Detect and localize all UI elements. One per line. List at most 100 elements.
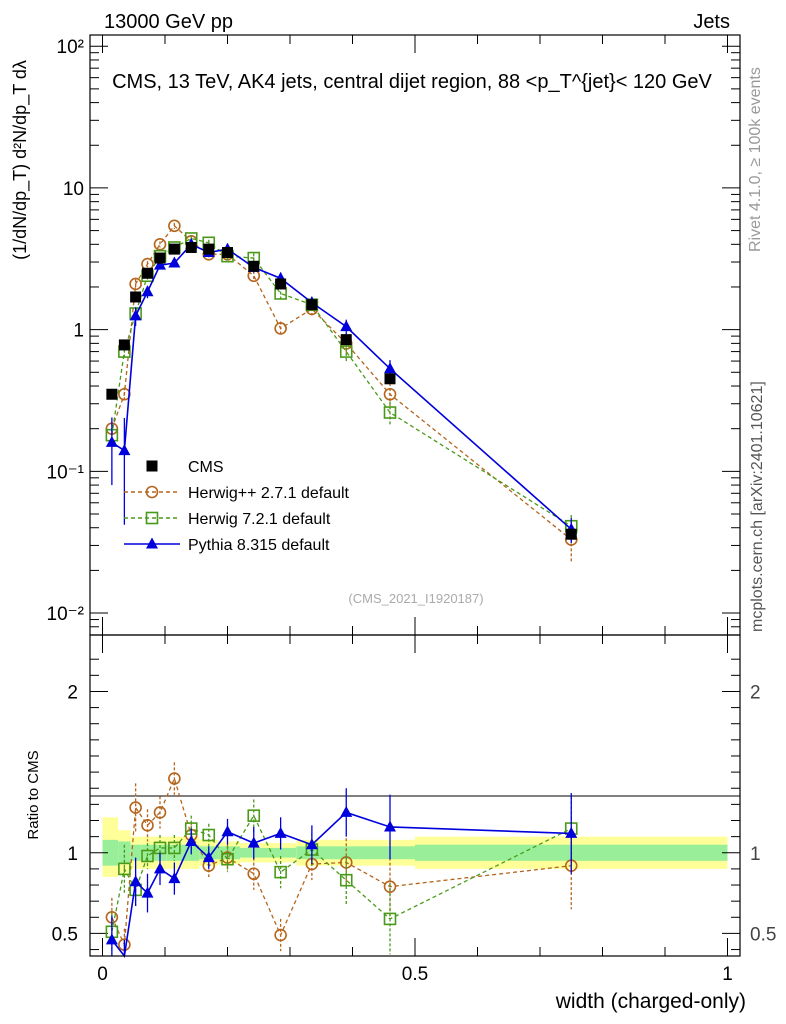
- ratio-inner-band: [130, 844, 142, 861]
- main-axis-ticks: 10⁻² 10⁻¹ 1 10 10²: [47, 35, 740, 636]
- legend-label: Herwig++ 2.7.1 default: [188, 485, 350, 502]
- legend-marker: [145, 511, 159, 525]
- legend: CMS Herwig++ 2.7.1 default Herwig 7.2.1 de…: [124, 459, 350, 554]
- main-y-tick-label: 10: [63, 179, 84, 200]
- data-point: [565, 528, 577, 540]
- main-chart-title: CMS, 13 TeV, AK4 jets, central dijet reg…: [112, 71, 712, 93]
- data-point: [153, 238, 167, 251]
- ratio-data-point: [118, 862, 131, 876]
- ratio-data-point: [168, 872, 181, 884]
- legend-marker: [146, 537, 158, 549]
- data-point: [142, 267, 153, 279]
- ratio-inner-band: [327, 846, 365, 860]
- data-point: [168, 243, 180, 255]
- main-y-tick-label: 10²: [57, 37, 84, 58]
- main-y-tick-label: 10⁻²: [47, 604, 85, 625]
- ratio-data-point: [247, 836, 260, 848]
- ratio-data-point: [247, 809, 261, 822]
- main-plot-panel: 10⁻² 10⁻¹ 1 10 10² CMS, 13 TeV, AK4 jets, ce…: [10, 34, 741, 636]
- ratio-inner-band: [141, 844, 154, 861]
- data-point: [129, 277, 142, 291]
- ratio-data-point: [274, 928, 287, 942]
- ratio-inner-band: [118, 841, 131, 865]
- ratio-inner-band: [268, 847, 297, 858]
- ratio-data-point: [141, 819, 154, 832]
- data-point: [154, 258, 166, 270]
- ratio-series-pythia-8-315-default: [105, 788, 578, 958]
- main-y-axis-label: (1/dN/dp_T) d²N/dp_T dλ: [10, 60, 31, 260]
- legend-marker: [146, 460, 158, 472]
- ratio-data-point: [221, 825, 234, 837]
- ratio-data-point: [565, 826, 578, 838]
- data-point: [306, 299, 318, 311]
- ratio-y-tick-label: 1: [67, 844, 78, 865]
- ratio-data-point: [339, 873, 353, 887]
- ratio-y-tick-label: 2: [67, 682, 78, 703]
- x-tick-label: 1: [722, 964, 733, 985]
- analysis-id-label: (CMS_2021_I1920187): [348, 591, 483, 606]
- ratio-data-point: [384, 820, 396, 832]
- data-point: [222, 247, 233, 259]
- ratio-data-point: [247, 867, 261, 881]
- data-point: [275, 278, 287, 290]
- ratio-data-point: [202, 851, 215, 863]
- main-y-tick-label: 10⁻¹: [47, 462, 85, 483]
- data-point: [203, 243, 215, 255]
- data-point: [248, 260, 260, 272]
- ratio-data-point: [168, 772, 181, 785]
- ratio-data-point: [305, 838, 318, 850]
- data-point: [384, 362, 396, 374]
- main-series-group: [105, 219, 578, 562]
- ratio-series-line: [111, 811, 572, 958]
- data-point: [339, 345, 353, 358]
- rivet-version-label: Rivet 4.1.0, ≥ 100k events: [747, 67, 764, 252]
- ratio-data-point: [274, 865, 287, 879]
- data-point: [141, 285, 154, 297]
- data-point: [106, 388, 118, 400]
- ratio-y-axis-label: Ratio to CMS: [25, 750, 42, 839]
- data-point: [168, 219, 181, 233]
- data-point: [105, 435, 118, 447]
- data-point: [384, 373, 396, 385]
- legend-label: Herwig 7.2.1 default: [188, 511, 331, 528]
- legend-label: Pythia 8.315 default: [188, 537, 330, 554]
- ratio-data-point: [168, 841, 181, 855]
- ratio-series-group: [105, 762, 578, 958]
- x-tick-label: 0: [97, 964, 108, 985]
- data-point: [130, 291, 142, 303]
- legend-label: CMS: [188, 459, 224, 476]
- ratio-data-point: [129, 875, 142, 887]
- ratio-data-point: [154, 862, 166, 874]
- ratio-data-point: [202, 828, 216, 842]
- main-series-cms: [106, 241, 577, 540]
- ratio-data-point: [383, 912, 397, 926]
- ratio-plot-panel: 0 0.5 1 0.5 0.5 1 1 2 2 Ratio to CMS width (char…: [25, 634, 776, 1013]
- ratio-data-point: [141, 849, 154, 863]
- ratio-data-point: [340, 805, 353, 817]
- ratio-data-point: [105, 933, 118, 945]
- data-point: [274, 322, 287, 335]
- ratio-data-point: [153, 806, 167, 819]
- ratio-y-tick-label: 0.5: [52, 924, 78, 945]
- data-point: [129, 309, 142, 321]
- x-axis-label: width (charged-only): [555, 990, 746, 1013]
- ratio-y-tick-label-right: 0.5: [750, 924, 776, 945]
- main-y-tick-label: 1: [73, 321, 84, 342]
- ratio-series-herwig-7-2-1-default: [105, 796, 578, 955]
- data-point: [118, 339, 130, 351]
- data-point: [154, 252, 166, 264]
- legend-marker: [145, 485, 159, 499]
- ratio-data-point: [129, 801, 142, 814]
- data-point: [168, 256, 181, 268]
- header-category: Jets: [693, 11, 730, 33]
- data-point: [340, 320, 353, 332]
- x-tick-label: 0.5: [402, 964, 428, 985]
- series-line: [111, 237, 572, 527]
- ratio-axis-ticks: 0 0.5 1 0.5 0.5 1 1 2 2: [52, 635, 776, 985]
- data-point: [118, 444, 131, 456]
- data-point: [383, 387, 397, 401]
- mcplots-site-label: mcplots.cern.ch [arXiv:2401.10621]: [749, 381, 766, 632]
- ratio-data-point: [141, 886, 154, 898]
- data-point: [383, 406, 397, 419]
